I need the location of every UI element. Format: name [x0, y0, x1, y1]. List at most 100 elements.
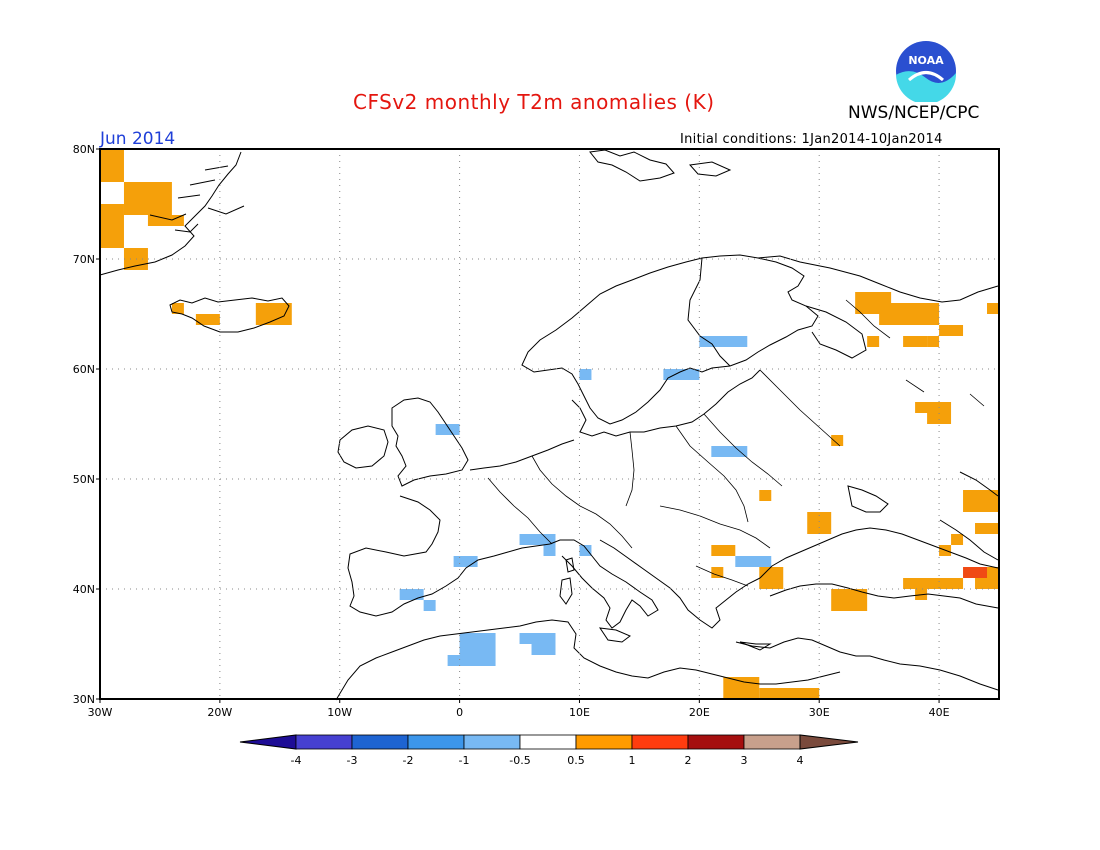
anomaly-cell: [759, 490, 772, 501]
lon-tick-label: 40E: [929, 706, 950, 719]
colorbar-label: 0.5: [567, 754, 585, 767]
adriatic-greece-coast: [599, 539, 761, 629]
turkey-north-coast: [769, 583, 999, 609]
anomaly-cell: [423, 600, 436, 611]
caspian-coast: [939, 471, 999, 561]
colorbar-segment: [519, 734, 577, 750]
colorbar-segment: [463, 734, 521, 750]
lat-tick-label: 40N: [73, 583, 95, 596]
north-africa-coast: [335, 619, 841, 701]
map-frame: [99, 148, 1000, 700]
lat-tick-label: 60N: [73, 363, 95, 376]
lat-tick-label: 30N: [73, 693, 95, 706]
colorbar-label: 4: [797, 754, 804, 767]
colorbar-label: -2: [403, 754, 414, 767]
anomaly-cell: [663, 369, 700, 380]
iberia-coast: [347, 495, 551, 617]
colorbar-label: 3: [741, 754, 748, 767]
barents-coast: [757, 255, 999, 303]
iceland-coast: [169, 297, 290, 333]
colorbar-label: -4: [291, 754, 302, 767]
sardinia-corsica-coast: [559, 557, 575, 605]
anomaly-cell: [399, 589, 424, 600]
colorbar-arrow-low: [239, 734, 297, 750]
anomaly-cell: [963, 567, 988, 578]
anomaly-cell: [195, 314, 220, 325]
anomaly-cell: [579, 545, 592, 556]
colorbar-segment: [351, 734, 409, 750]
anomaly-cell: [963, 490, 999, 512]
axis-tick-labels: 30W 20W 10W 0 10E 20E 30E 40E 30N 40N 50N 60N 70N 80N: [73, 143, 950, 719]
agency-label: NWS/NCEP/CPC: [848, 103, 980, 123]
scandinavia-coast: [521, 254, 819, 425]
anomaly-cell: [579, 369, 592, 380]
colorbar-segment: [743, 734, 801, 750]
anomaly-cell: [435, 424, 460, 435]
white-sea: [805, 305, 867, 359]
anomaly-cell: [939, 325, 964, 336]
coastlines: [99, 149, 999, 701]
anomaly-cell: [447, 655, 496, 666]
lon-tick-label: 30E: [809, 706, 830, 719]
sicily-coast: [598, 627, 631, 643]
great-britain-coast: [391, 397, 469, 487]
lon-tick-label: 0: [456, 706, 463, 719]
country-borders: [487, 369, 841, 587]
russian-coast-details: [845, 299, 985, 407]
crete-coast: [739, 641, 772, 651]
lat-tick-label: 70N: [73, 253, 95, 266]
anomaly-cell: [807, 512, 832, 534]
colorbar-label: -0.5: [509, 754, 530, 767]
gulf-of-bothnia: [687, 257, 731, 367]
anomaly-cell: [100, 149, 124, 182]
noaa-logo-icon: NOAA: [896, 41, 957, 102]
anomaly-cell: [100, 204, 124, 248]
anomaly-cell: [735, 556, 772, 567]
colorbar-label: -1: [459, 754, 470, 767]
black-sea-north: [759, 527, 999, 579]
colorbar-segment: [687, 734, 745, 750]
anomaly-cell: [927, 413, 952, 424]
lon-tick-label: 30W: [88, 706, 113, 719]
ireland-coast: [337, 425, 389, 469]
anomaly-cell: [171, 303, 184, 314]
anomaly-cell: [903, 336, 928, 347]
anomaly-cell: [975, 523, 999, 534]
anomaly-cell: [831, 589, 868, 611]
italy-coast: [549, 539, 659, 629]
month-label: Jun 2014: [100, 129, 176, 149]
anomaly-cell: [879, 303, 940, 325]
lat-tick-label: 50N: [73, 473, 95, 486]
anomaly-cell: [915, 402, 952, 413]
lon-tick-label: 10W: [327, 706, 352, 719]
anomaly-cell: [123, 248, 148, 270]
baltic-south-coast: [571, 369, 761, 437]
anomaly-cell: [711, 545, 736, 556]
map-grid: [100, 149, 999, 699]
initial-conditions-label: Initial conditions: 1Jan2014-10Jan2014: [680, 132, 943, 147]
anomaly-cell: [831, 435, 844, 446]
colorbar-segment: [631, 734, 689, 750]
anomaly-cell: [255, 303, 292, 325]
anomaly-cell: [987, 303, 999, 314]
noaa-logo-text: NOAA: [908, 54, 944, 67]
anomaly-cell: [867, 336, 880, 347]
anomaly-cell: [903, 578, 964, 589]
anomaly-cell: [951, 534, 964, 545]
colorbar-segment: [575, 734, 633, 750]
anomaly-cell: [543, 545, 556, 556]
anomaly-cell: [519, 633, 556, 644]
greenland-coast: [99, 151, 242, 276]
anomaly-cell: [927, 336, 940, 347]
colorbar: -4 -3 -2 -1 -0.5 0.5 1 2 3 4: [239, 734, 859, 767]
lon-tick-label: 20E: [689, 706, 710, 719]
lon-tick-label: 10E: [569, 706, 590, 719]
greenland-fjords: [149, 165, 245, 233]
colorbar-arrow-high: [799, 734, 859, 750]
anomaly-cell: [147, 215, 184, 226]
anomaly-cell: [459, 633, 496, 655]
anomaly-cell: [519, 534, 556, 545]
map-title: CFSv2 monthly T2m anomalies (K): [353, 90, 715, 114]
anomaly-cell: [711, 446, 748, 457]
